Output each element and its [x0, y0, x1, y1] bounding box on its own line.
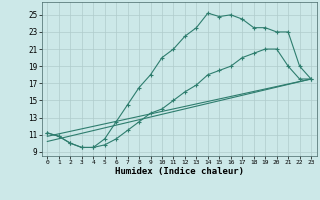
X-axis label: Humidex (Indice chaleur): Humidex (Indice chaleur) [115, 167, 244, 176]
